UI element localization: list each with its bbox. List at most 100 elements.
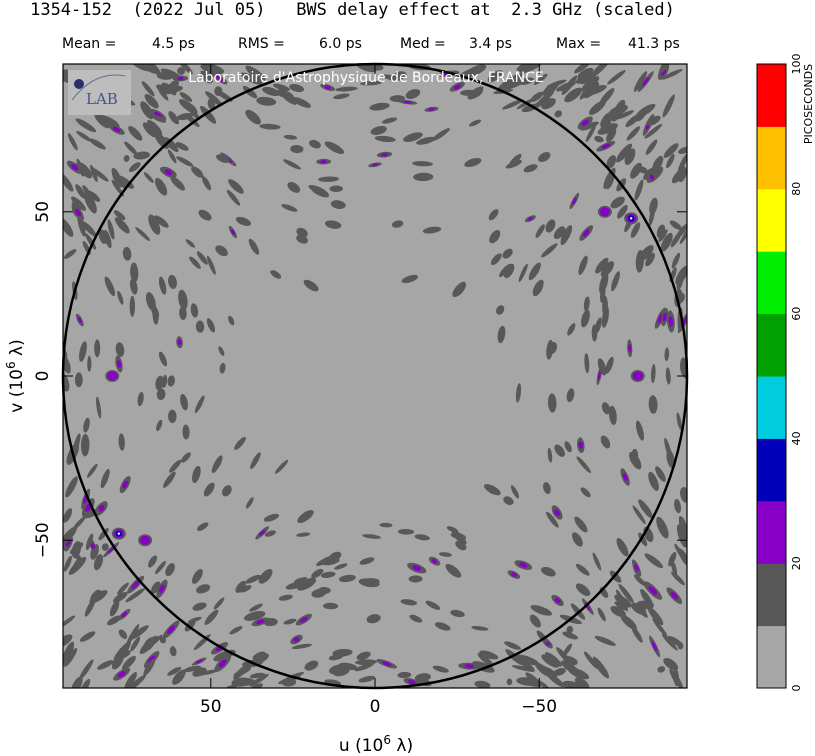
- contour-blob: [133, 151, 150, 160]
- contour-blob: [297, 577, 317, 591]
- contour-blob: [674, 498, 682, 514]
- contour-blob: [597, 358, 607, 376]
- contour-blob: [143, 637, 156, 651]
- contour-blob: [294, 577, 308, 583]
- contour-blob-high: [164, 169, 173, 176]
- contour-blob-high: [122, 480, 128, 489]
- contour-blob: [600, 261, 615, 277]
- contour-blob: [179, 306, 187, 320]
- contour-blob-high: [519, 562, 528, 568]
- contour-blob: [308, 184, 322, 193]
- contour-blob: [239, 585, 252, 593]
- contour-blob: [234, 436, 246, 450]
- contour-blob: [164, 137, 179, 153]
- colorbar-tick-label: 80: [790, 182, 803, 196]
- contour-blob: [584, 85, 607, 96]
- contour-blob: [122, 655, 136, 670]
- colorbar: [757, 64, 786, 689]
- contour-blob: [635, 604, 648, 618]
- contour-blob: [317, 176, 339, 182]
- contour-blob: [358, 675, 376, 683]
- contour-blob: [104, 276, 116, 297]
- contour-blob: [541, 243, 558, 258]
- contour-blob: [566, 625, 574, 634]
- contour-blob: [259, 123, 281, 130]
- contour-blob: [468, 119, 482, 127]
- contour-blob: [151, 114, 167, 123]
- contour-blob: [400, 599, 418, 606]
- colorbar-tick-label: 0: [790, 685, 803, 692]
- contour-blob-high: [670, 591, 678, 600]
- contour-blob: [597, 123, 618, 135]
- contour-blob: [499, 263, 512, 278]
- contour-blob: [125, 588, 145, 603]
- contour-blob: [580, 121, 599, 131]
- contour-blob: [610, 606, 626, 618]
- contour-blob: [629, 451, 642, 470]
- lab-logo: LAB: [68, 70, 131, 115]
- contour-blob: [671, 560, 678, 577]
- contour-blob: [335, 86, 358, 92]
- contour-blob: [413, 172, 434, 182]
- contour-blob: [379, 522, 393, 528]
- contour-blob: [329, 664, 345, 675]
- contour-blob: [211, 455, 223, 474]
- contour-blob: [109, 600, 120, 617]
- contour-blob: [235, 580, 247, 593]
- y-axis-label: v (106 λ): [4, 339, 27, 412]
- contour-blob: [84, 598, 96, 617]
- contour-blob: [263, 617, 278, 627]
- contour-blob: [674, 543, 687, 563]
- contour-blob-high: [428, 107, 435, 111]
- contour-blob: [155, 177, 168, 196]
- contour-blob: [145, 292, 156, 311]
- contour-blob-high: [324, 85, 332, 90]
- contour-blob-high: [597, 371, 601, 380]
- contour-blob: [548, 341, 558, 354]
- contour-blob: [638, 166, 648, 174]
- x-tick-label: 50: [200, 697, 222, 717]
- peak-center: [117, 532, 121, 535]
- contour-blob: [567, 323, 576, 336]
- contour-blob: [589, 64, 609, 79]
- contour-blob: [114, 217, 130, 234]
- contour-blob: [574, 64, 591, 74]
- contour-blob: [518, 64, 542, 73]
- contour-blob: [663, 657, 679, 671]
- contour-blob: [626, 126, 641, 141]
- colorbar-band: [757, 251, 786, 315]
- contour-blob: [593, 656, 609, 677]
- contour-blob: [192, 465, 201, 483]
- contour-blob: [68, 556, 87, 575]
- colorbar-tick-label: 100: [790, 54, 803, 75]
- contour-blob: [311, 568, 324, 579]
- contour-blob: [532, 279, 544, 297]
- contour-blob: [501, 78, 525, 90]
- logo-dot: [74, 79, 84, 89]
- contour-blob: [177, 67, 186, 75]
- contour-blob: [155, 375, 164, 391]
- contour-blob: [616, 110, 634, 120]
- contour-blob: [623, 148, 632, 157]
- contour-blob: [249, 673, 269, 687]
- contour-blob: [374, 135, 396, 143]
- contour-blob-high: [218, 659, 227, 668]
- contour-blob: [661, 68, 683, 80]
- contour-blob-high: [657, 313, 664, 323]
- contour-blob: [488, 209, 499, 221]
- contour-blob: [583, 296, 590, 312]
- contour-blob: [184, 619, 196, 632]
- contour-blob: [638, 499, 653, 519]
- contour-blob: [464, 158, 482, 168]
- contour-blob: [75, 118, 97, 133]
- contour-blob: [474, 680, 491, 688]
- contour-blob: [248, 238, 260, 255]
- contour-blob-high: [622, 473, 628, 481]
- contour-blob: [416, 136, 436, 145]
- contour-blob: [144, 64, 161, 75]
- y-tick-label: 50: [33, 201, 53, 223]
- contour-blob: [190, 303, 199, 318]
- contour-blob: [150, 581, 161, 594]
- contour-blob: [545, 511, 559, 528]
- contour-blob: [74, 372, 83, 388]
